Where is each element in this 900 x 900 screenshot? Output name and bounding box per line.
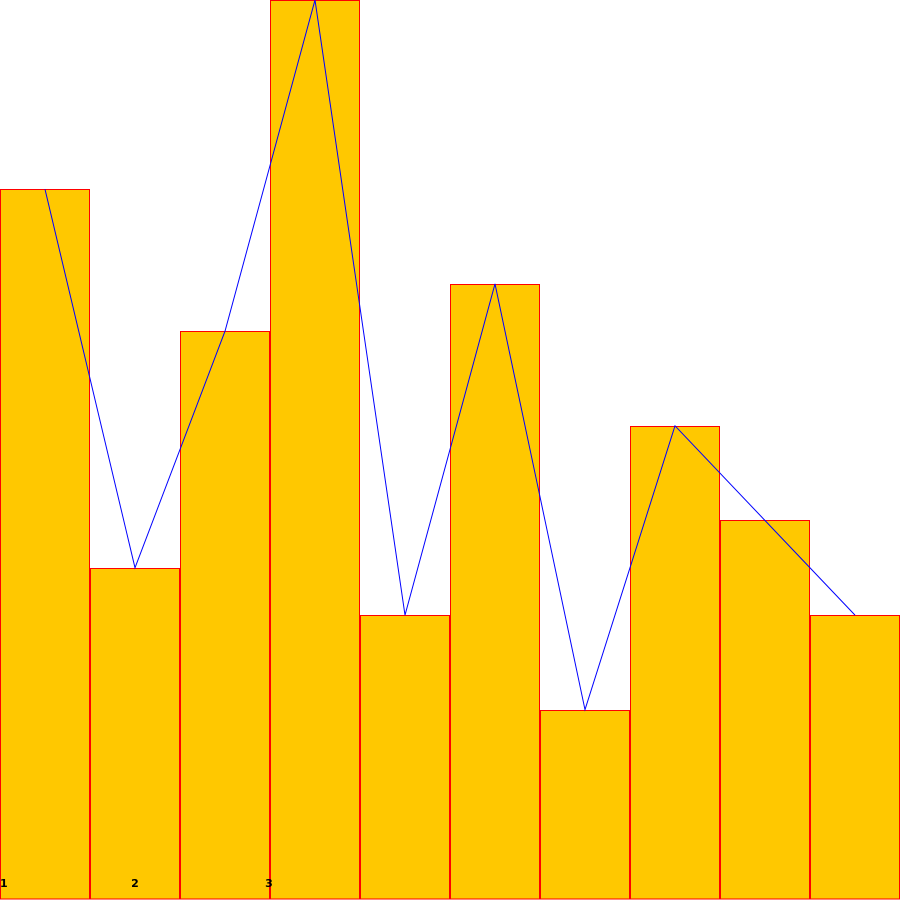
bar-7 (540, 710, 630, 900)
x-tick-label-1: 1 (0, 877, 8, 890)
bar-5 (360, 615, 450, 900)
line-series (44, 0, 856, 712)
line-layer (44, 0, 856, 712)
bar-8 (630, 426, 720, 900)
bar-1 (0, 189, 90, 900)
x-tick-label-3: 3 (265, 877, 273, 890)
bar-3 (180, 331, 270, 900)
bar-2 (90, 568, 180, 900)
x-tick-label-2: 2 (131, 877, 139, 890)
bar-4 (270, 0, 360, 900)
bar-9 (720, 520, 810, 900)
tick-labels-layer: 1 2 3 (0, 877, 273, 890)
bar-10 (810, 615, 900, 900)
bar-6 (450, 284, 540, 900)
